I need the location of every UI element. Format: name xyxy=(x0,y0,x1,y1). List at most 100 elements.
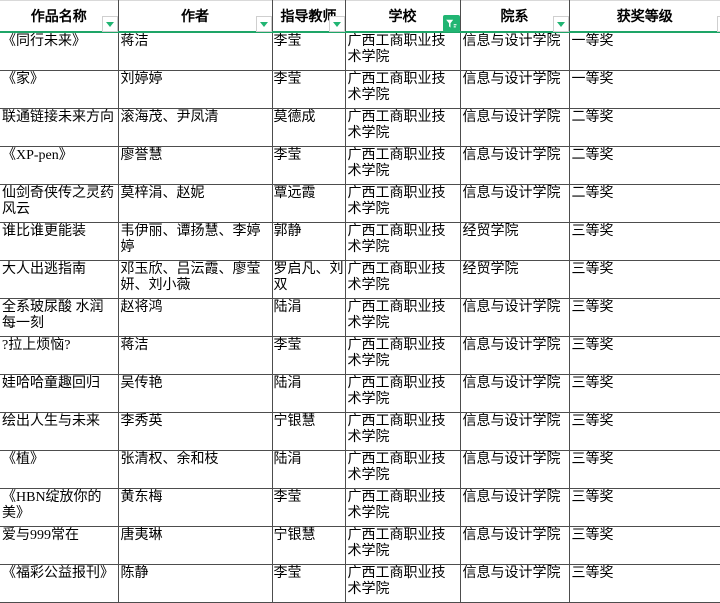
cell-school[interactable]: 广西工商职业技术学院 xyxy=(344,564,461,603)
column-header-teacher[interactable]: 指导教师 xyxy=(272,0,346,33)
cell-award[interactable]: 三等奖 xyxy=(568,412,720,451)
cell-award[interactable]: 二等奖 xyxy=(568,184,720,223)
cell-award[interactable]: 三等奖 xyxy=(568,298,720,337)
cell-work[interactable]: 爱与999常在 xyxy=(0,526,119,565)
cell-teacher[interactable]: 郭静 xyxy=(271,222,346,261)
cell-author[interactable]: 吴传艳 xyxy=(117,374,273,413)
cell-author[interactable]: 唐夷琳 xyxy=(117,526,273,565)
cell-school[interactable]: 广西工商职业技术学院 xyxy=(344,450,461,489)
cell-dept[interactable]: 信息与设计学院 xyxy=(459,31,570,71)
cell-award[interactable]: 三等奖 xyxy=(568,488,720,527)
cell-work[interactable]: 大人出逃指南 xyxy=(0,260,119,299)
cell-dept[interactable]: 信息与设计学院 xyxy=(459,298,570,337)
cell-school[interactable]: 广西工商职业技术学院 xyxy=(344,412,461,451)
cell-award[interactable]: 三等奖 xyxy=(568,526,720,565)
cell-author[interactable]: 廖誉慧 xyxy=(117,146,273,185)
cell-author[interactable]: 刘婷婷 xyxy=(117,70,273,109)
cell-work[interactable]: 仙剑奇侠传之灵药风云 xyxy=(0,184,119,223)
cell-dept[interactable]: 信息与设计学院 xyxy=(459,564,570,603)
cell-author[interactable]: 陈静 xyxy=(117,564,273,603)
cell-work[interactable]: 《XP-pen》 xyxy=(0,146,119,185)
cell-work[interactable]: ?拉上烦恼? xyxy=(0,336,119,375)
cell-dept[interactable]: 信息与设计学院 xyxy=(459,108,570,147)
cell-dept[interactable]: 信息与设计学院 xyxy=(459,184,570,223)
cell-teacher[interactable]: 陆涓 xyxy=(271,298,346,337)
cell-award[interactable]: 三等奖 xyxy=(568,564,720,603)
cell-school[interactable]: 广西工商职业技术学院 xyxy=(344,146,461,185)
cell-author[interactable]: 滚海茂、尹凤清 xyxy=(117,108,273,147)
column-header-dept[interactable]: 院系 xyxy=(460,0,570,33)
column-header-author[interactable]: 作者 xyxy=(118,0,273,33)
column-header-work[interactable]: 作品名称 xyxy=(0,0,119,33)
cell-teacher[interactable]: 李莹 xyxy=(271,146,346,185)
cell-award[interactable]: 三等奖 xyxy=(568,260,720,299)
cell-dept[interactable]: 经贸学院 xyxy=(459,260,570,299)
cell-school[interactable]: 广西工商职业技术学院 xyxy=(344,298,461,337)
cell-award[interactable]: 三等奖 xyxy=(568,336,720,375)
cell-school[interactable]: 广西工商职业技术学院 xyxy=(344,31,461,71)
cell-dept[interactable]: 信息与设计学院 xyxy=(459,70,570,109)
cell-school[interactable]: 广西工商职业技术学院 xyxy=(344,526,461,565)
cell-school[interactable]: 广西工商职业技术学院 xyxy=(344,108,461,147)
cell-dept[interactable]: 信息与设计学院 xyxy=(459,450,570,489)
cell-dept[interactable]: 信息与设计学院 xyxy=(459,374,570,413)
cell-author[interactable]: 莫梓涓、赵妮 xyxy=(117,184,273,223)
filter-dropdown-button[interactable] xyxy=(101,16,118,32)
cell-award[interactable]: 一等奖 xyxy=(568,31,720,71)
cell-award[interactable]: 三等奖 xyxy=(568,222,720,261)
cell-award[interactable]: 二等奖 xyxy=(568,146,720,185)
cell-dept[interactable]: 信息与设计学院 xyxy=(459,146,570,185)
cell-dept[interactable]: 信息与设计学院 xyxy=(459,412,570,451)
filter-active-button[interactable] xyxy=(442,15,460,32)
cell-work[interactable]: 《家》 xyxy=(0,70,119,109)
cell-author[interactable]: 蒋洁 xyxy=(117,31,273,71)
cell-teacher[interactable]: 莫德成 xyxy=(271,108,346,147)
cell-author[interactable]: 赵将鸿 xyxy=(117,298,273,337)
filter-dropdown-button[interactable] xyxy=(255,16,272,32)
cell-author[interactable]: 李秀英 xyxy=(117,412,273,451)
cell-dept[interactable]: 信息与设计学院 xyxy=(459,336,570,375)
cell-school[interactable]: 广西工商职业技术学院 xyxy=(344,184,461,223)
cell-school[interactable]: 广西工商职业技术学院 xyxy=(344,222,461,261)
cell-author[interactable]: 蒋洁 xyxy=(117,336,273,375)
cell-author[interactable]: 张清权、余和枝 xyxy=(117,450,273,489)
cell-teacher[interactable]: 李莹 xyxy=(271,70,346,109)
cell-award[interactable]: 三等奖 xyxy=(568,374,720,413)
cell-award[interactable]: 一等奖 xyxy=(568,70,720,109)
column-header-award[interactable]: 获奖等级 xyxy=(569,0,720,33)
cell-teacher[interactable]: 宁银慧 xyxy=(271,412,346,451)
cell-work[interactable]: 娃哈哈童趣回归 xyxy=(0,374,119,413)
filter-dropdown-button[interactable] xyxy=(328,16,345,32)
cell-teacher[interactable]: 覃远霞 xyxy=(271,184,346,223)
cell-teacher[interactable]: 罗启凡、刘双 xyxy=(271,260,346,299)
cell-work[interactable]: 《福彩公益报刊》 xyxy=(0,564,119,603)
cell-work[interactable]: 联通链接未来方向 xyxy=(0,108,119,147)
cell-award[interactable]: 三等奖 xyxy=(568,450,720,489)
cell-work[interactable]: 全系玻尿酸 水润每一刻 xyxy=(0,298,119,337)
cell-author[interactable]: 韦伊丽、谭扬慧、李婷婷 xyxy=(117,222,273,261)
cell-teacher[interactable]: 李莹 xyxy=(271,31,346,71)
cell-dept[interactable]: 经贸学院 xyxy=(459,222,570,261)
cell-author[interactable]: 黄东梅 xyxy=(117,488,273,527)
cell-school[interactable]: 广西工商职业技术学院 xyxy=(344,70,461,109)
column-header-school[interactable]: 学校 xyxy=(345,0,461,33)
cell-teacher[interactable]: 陆涓 xyxy=(271,374,346,413)
cell-school[interactable]: 广西工商职业技术学院 xyxy=(344,488,461,527)
cell-work[interactable]: 《HBN绽放你的美》 xyxy=(0,488,119,527)
filter-dropdown-button[interactable] xyxy=(717,16,720,32)
cell-award[interactable]: 二等奖 xyxy=(568,108,720,147)
cell-work[interactable]: 《植》 xyxy=(0,450,119,489)
cell-teacher[interactable]: 宁银慧 xyxy=(271,526,346,565)
cell-dept[interactable]: 信息与设计学院 xyxy=(459,488,570,527)
cell-school[interactable]: 广西工商职业技术学院 xyxy=(344,336,461,375)
cell-teacher[interactable]: 李莹 xyxy=(271,336,346,375)
cell-school[interactable]: 广西工商职业技术学院 xyxy=(344,374,461,413)
cell-dept[interactable]: 信息与设计学院 xyxy=(459,526,570,565)
cell-work[interactable]: 《同行未来》 xyxy=(0,31,119,71)
cell-teacher[interactable]: 李莹 xyxy=(271,488,346,527)
cell-author[interactable]: 邓玉欣、吕沄霞、廖莹妍、刘小薇 xyxy=(117,260,273,299)
filter-dropdown-button[interactable] xyxy=(552,16,569,32)
cell-work[interactable]: 绘出人生与未来 xyxy=(0,412,119,451)
cell-school[interactable]: 广西工商职业技术学院 xyxy=(344,260,461,299)
cell-teacher[interactable]: 李莹 xyxy=(271,564,346,603)
